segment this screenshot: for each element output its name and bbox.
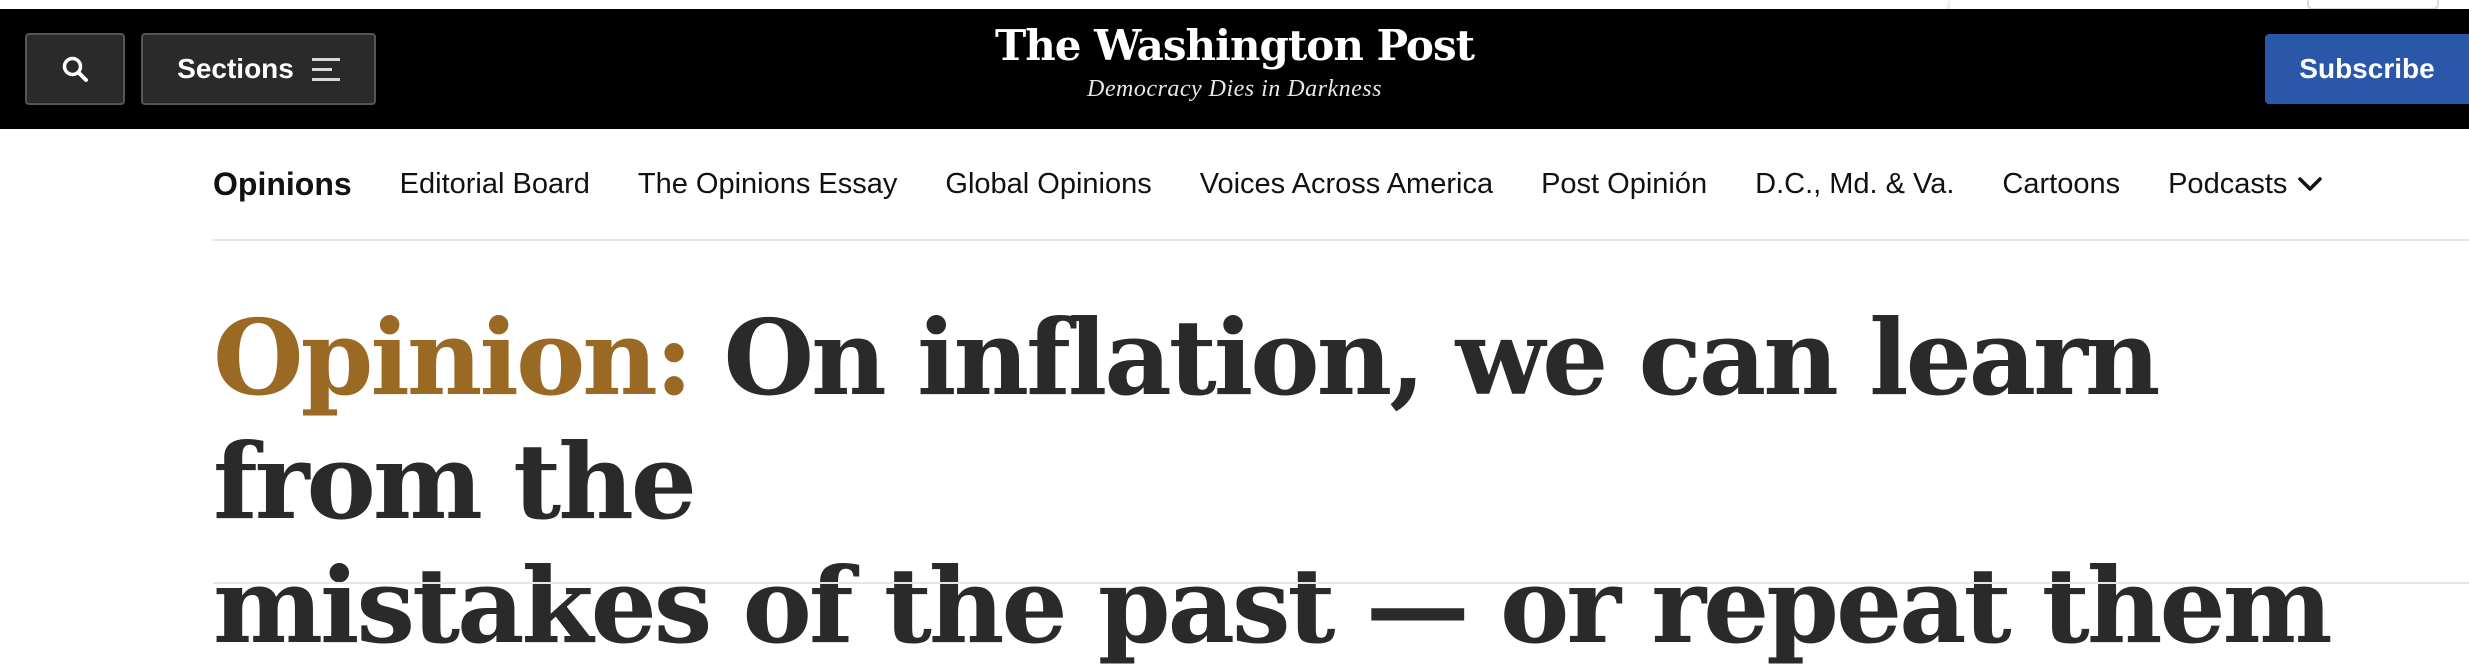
- site-logo[interactable]: The Washington Post: [995, 21, 1475, 70]
- nav-item-opinions-essay[interactable]: The Opinions Essay: [637, 167, 898, 200]
- nav-item-podcasts-label: Podcasts: [2168, 167, 2288, 200]
- nav-item-global-opinions[interactable]: Global Opinions: [945, 167, 1152, 200]
- site-header: Sections The Washington Post Democracy D…: [0, 9, 2469, 129]
- opinions-nav: Opinions Editorial Board The Opinions Es…: [213, 129, 2469, 241]
- nav-item-editorial-board[interactable]: Editorial Board: [399, 167, 590, 200]
- sections-label: Sections: [177, 53, 294, 84]
- nav-item-podcasts[interactable]: Podcasts: [2168, 168, 2323, 201]
- opinion-kicker: Opinion:: [213, 296, 693, 419]
- subscribe-button[interactable]: Subscribe: [2265, 34, 2469, 104]
- article-headline: Opinion: On inflation, we can learn from…: [213, 296, 2413, 668]
- nav-item-dc-md-va[interactable]: D.C., Md. & Va.: [1755, 167, 1955, 200]
- menu-icon: [311, 57, 340, 81]
- nav-item-opinions[interactable]: Opinions: [213, 165, 352, 202]
- sections-button[interactable]: Sections: [141, 33, 376, 105]
- divider: [213, 582, 2469, 584]
- headline-line-2: mistakes of the past — or repeat them: [213, 544, 2333, 667]
- nav-item-cartoons[interactable]: Cartoons: [2002, 167, 2121, 200]
- chevron-down-icon: [2297, 175, 2323, 193]
- headline-line-1: On inflation, we can learn from the: [213, 296, 2161, 543]
- search-icon: [62, 56, 88, 82]
- browser-top-strip: [0, 0, 2469, 9]
- search-button[interactable]: [25, 33, 125, 105]
- nav-item-voices-across-america[interactable]: Voices Across America: [1199, 167, 1494, 200]
- nav-item-post-opinion[interactable]: Post Opinión: [1541, 167, 1708, 200]
